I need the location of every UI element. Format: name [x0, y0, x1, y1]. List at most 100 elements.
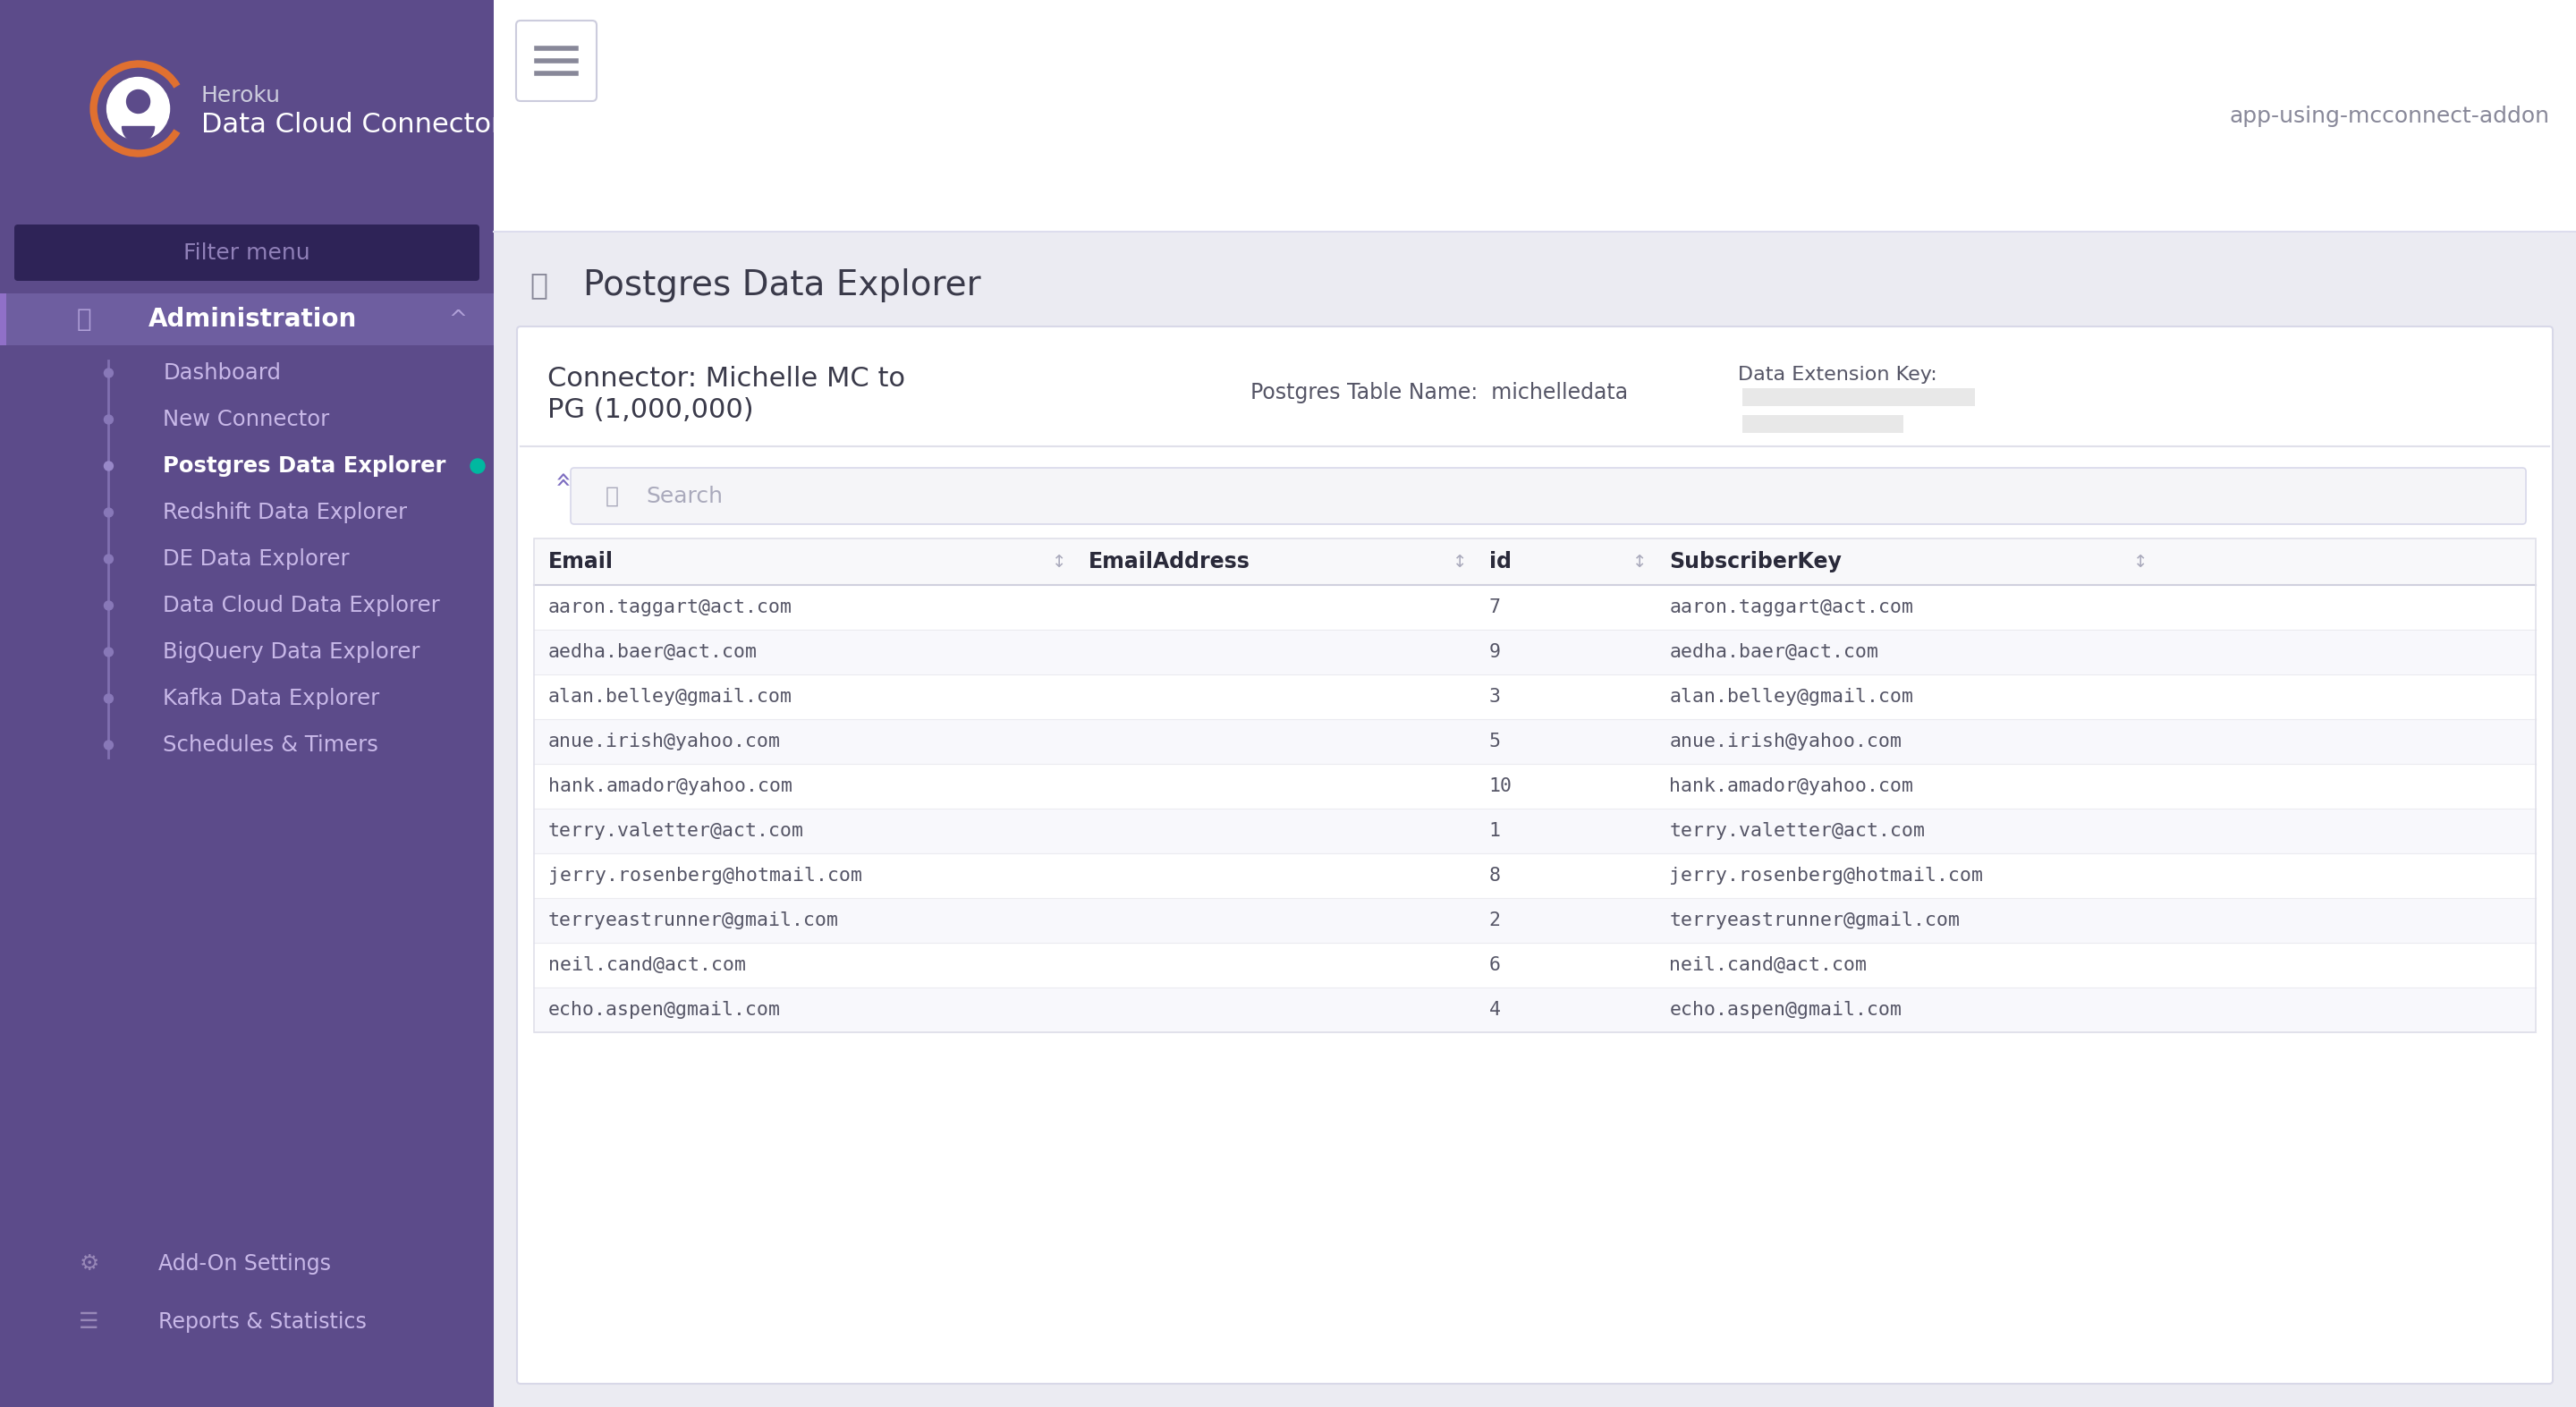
Bar	[533, 539, 2535, 585]
Text: Postgres Table Name:  michelledata: Postgres Table Name: michelledata	[1252, 381, 1628, 404]
Circle shape	[103, 601, 113, 611]
Text: aedha.baer@act.com: aedha.baer@act.com	[549, 643, 757, 661]
Text: Connector: Michelle MC to: Connector: Michelle MC to	[546, 366, 904, 391]
Text: SubscriberKey: SubscriberKey	[1669, 552, 1842, 573]
Text: ↕: ↕	[2133, 553, 2148, 570]
FancyBboxPatch shape	[1741, 415, 1904, 433]
Text: Administration: Administration	[149, 307, 355, 332]
FancyBboxPatch shape	[572, 467, 2527, 525]
Text: hank.amador@yahoo.com: hank.amador@yahoo.com	[549, 777, 793, 795]
Text: 4: 4	[1489, 1000, 1502, 1019]
Text: Kafka Data Explorer: Kafka Data Explorer	[162, 688, 379, 709]
Text: ↕: ↕	[1051, 553, 1066, 570]
Text: neil.cand@act.com: neil.cand@act.com	[1669, 957, 1868, 974]
Text: aaron.taggart@act.com: aaron.taggart@act.com	[549, 598, 793, 616]
Text: 7: 7	[1489, 598, 1502, 616]
Bar	[533, 898, 2535, 943]
Text: echo.aspen@gmail.com: echo.aspen@gmail.com	[549, 1000, 781, 1019]
Text: «: «	[546, 471, 574, 488]
Bar	[533, 630, 2535, 674]
Circle shape	[103, 508, 113, 516]
Bar	[533, 719, 2535, 764]
Text: alan.belley@gmail.com: alan.belley@gmail.com	[549, 688, 793, 706]
Text: hank.amador@yahoo.com: hank.amador@yahoo.com	[1669, 777, 1914, 795]
Text: terryeastrunner@gmail.com: terryeastrunner@gmail.com	[1669, 912, 1960, 930]
Text: ⚙: ⚙	[80, 1254, 98, 1275]
Text: Email: Email	[549, 552, 613, 573]
Text: Reports & Statistics: Reports & Statistics	[157, 1311, 366, 1332]
Text: id: id	[1489, 552, 1512, 573]
Text: anue.irish@yahoo.com: anue.irish@yahoo.com	[549, 733, 781, 750]
Text: aedha.baer@act.com: aedha.baer@act.com	[1669, 643, 1878, 661]
Text: Filter menu: Filter menu	[183, 242, 309, 263]
Circle shape	[103, 415, 113, 424]
Bar	[0, 294, 5, 345]
Text: jerry.rosenberg@hotmail.com: jerry.rosenberg@hotmail.com	[1669, 867, 1984, 885]
Bar	[495, 0, 2576, 232]
Text: jerry.rosenberg@hotmail.com: jerry.rosenberg@hotmail.com	[549, 867, 863, 885]
Text: 5: 5	[1489, 733, 1502, 750]
Text: Data Extension Key:: Data Extension Key:	[1739, 366, 1937, 384]
Circle shape	[471, 459, 484, 473]
Text: terryeastrunner@gmail.com: terryeastrunner@gmail.com	[549, 912, 840, 930]
Text: Add-On Settings: Add-On Settings	[157, 1254, 330, 1275]
Text: 6: 6	[1489, 957, 1502, 974]
Text: app-using-mcconnect-addon: app-using-mcconnect-addon	[2228, 106, 2550, 127]
Text: Data Cloud Connector: Data Cloud Connector	[201, 111, 502, 138]
Text: BigQuery Data Explorer: BigQuery Data Explorer	[162, 642, 420, 663]
Circle shape	[103, 369, 113, 377]
Circle shape	[103, 694, 113, 704]
Bar	[0, 0, 495, 217]
Text: Dashboard: Dashboard	[162, 362, 281, 384]
Text: alan.belley@gmail.com: alan.belley@gmail.com	[1669, 688, 1914, 706]
Text: 8: 8	[1489, 867, 1502, 885]
FancyBboxPatch shape	[1741, 388, 1976, 407]
Bar	[533, 764, 2535, 809]
FancyBboxPatch shape	[515, 21, 598, 101]
Circle shape	[103, 647, 113, 657]
Text: 1: 1	[1489, 822, 1502, 840]
Text: Postgres Data Explorer: Postgres Data Explorer	[162, 456, 446, 477]
Text: echo.aspen@gmail.com: echo.aspen@gmail.com	[1669, 1000, 1901, 1019]
Wedge shape	[121, 127, 155, 142]
Text: Redshift Data Explorer: Redshift Data Explorer	[162, 502, 407, 523]
Text: Search: Search	[647, 485, 724, 507]
Bar	[495, 249, 2576, 321]
Text: ^: ^	[448, 308, 466, 331]
Text: ↕: ↕	[1453, 553, 1468, 570]
Bar	[533, 943, 2535, 988]
Bar	[533, 585, 2535, 630]
Text: Postgres Data Explorer: Postgres Data Explorer	[582, 269, 981, 303]
Text: 10: 10	[1489, 777, 1512, 795]
Circle shape	[103, 554, 113, 564]
Text: neil.cand@act.com: neil.cand@act.com	[549, 957, 747, 974]
Circle shape	[103, 461, 113, 470]
Bar	[533, 988, 2535, 1033]
Text: 📋: 📋	[531, 270, 546, 300]
Text: Schedules & Timers: Schedules & Timers	[162, 734, 379, 756]
Text: ↕: ↕	[1633, 553, 1646, 570]
Text: anue.irish@yahoo.com: anue.irish@yahoo.com	[1669, 733, 1901, 750]
Text: ⓘ: ⓘ	[77, 307, 90, 332]
Bar	[533, 809, 2535, 853]
Text: terry.valetter@act.com: terry.valetter@act.com	[1669, 822, 1924, 840]
Text: 9: 9	[1489, 643, 1502, 661]
Text: 🔍: 🔍	[605, 485, 618, 507]
Text: ☰: ☰	[80, 1311, 98, 1332]
Text: Heroku: Heroku	[201, 84, 281, 106]
Circle shape	[108, 77, 170, 139]
Bar	[533, 674, 2535, 719]
Text: 3: 3	[1489, 688, 1502, 706]
Text: PG (1,000,000): PG (1,000,000)	[546, 397, 755, 424]
Circle shape	[103, 740, 113, 750]
Bar	[495, 232, 2576, 1407]
Text: New Connector: New Connector	[162, 409, 330, 431]
Bar	[0, 0, 495, 1407]
Bar	[0, 294, 495, 345]
FancyBboxPatch shape	[15, 225, 479, 281]
Bar	[533, 853, 2535, 898]
Text: Data Cloud Data Explorer: Data Cloud Data Explorer	[162, 595, 440, 616]
Text: aaron.taggart@act.com: aaron.taggart@act.com	[1669, 598, 1914, 616]
FancyBboxPatch shape	[518, 326, 2553, 1383]
Text: DE Data Explorer: DE Data Explorer	[162, 549, 350, 570]
